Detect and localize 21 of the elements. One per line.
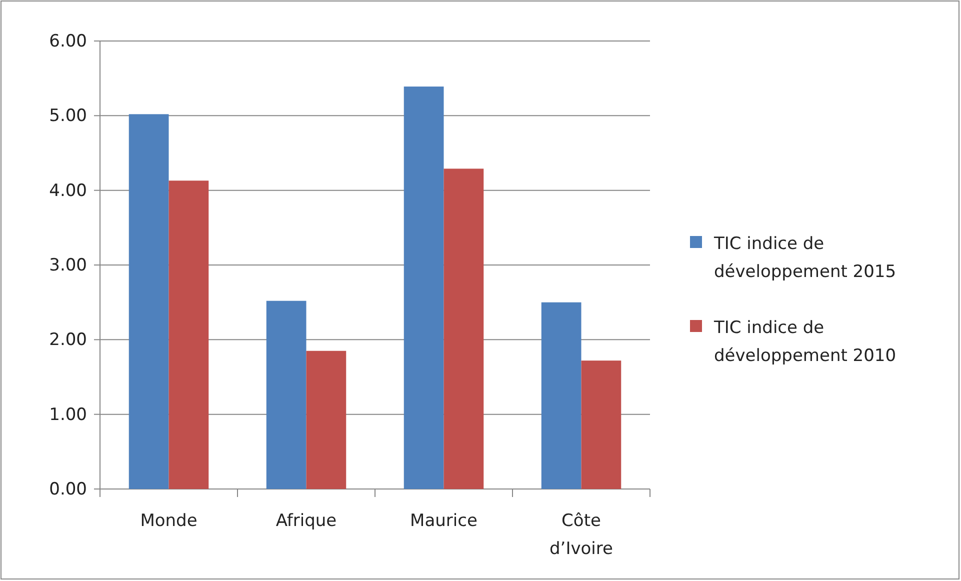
bar <box>128 114 169 489</box>
y-tick-label: 1.00 <box>49 404 87 425</box>
x-tick-label: Côte d’Ivoire <box>550 511 613 559</box>
x-tick-label: Afrique <box>276 511 337 531</box>
bar <box>581 360 622 489</box>
legend-label: TIC indice de développement 2015 <box>713 234 896 282</box>
y-tick-label: 4.00 <box>49 180 87 201</box>
bar <box>266 300 306 489</box>
y-tick-label: 0.00 <box>49 479 87 500</box>
bar <box>444 168 484 489</box>
bar <box>404 86 444 489</box>
y-tick-label: 6.00 <box>49 31 87 52</box>
x-tick-label: Maurice <box>410 511 478 531</box>
bar <box>168 180 209 489</box>
x-tick-label: Monde <box>140 511 198 531</box>
y-tick-label: 2.00 <box>49 330 87 350</box>
legend-label: TIC indice de développement 2010 <box>713 318 896 366</box>
y-tick-label: 5.00 <box>49 106 87 126</box>
bar <box>306 350 346 489</box>
y-tick-label: 3.00 <box>49 255 87 276</box>
bar <box>541 302 582 489</box>
